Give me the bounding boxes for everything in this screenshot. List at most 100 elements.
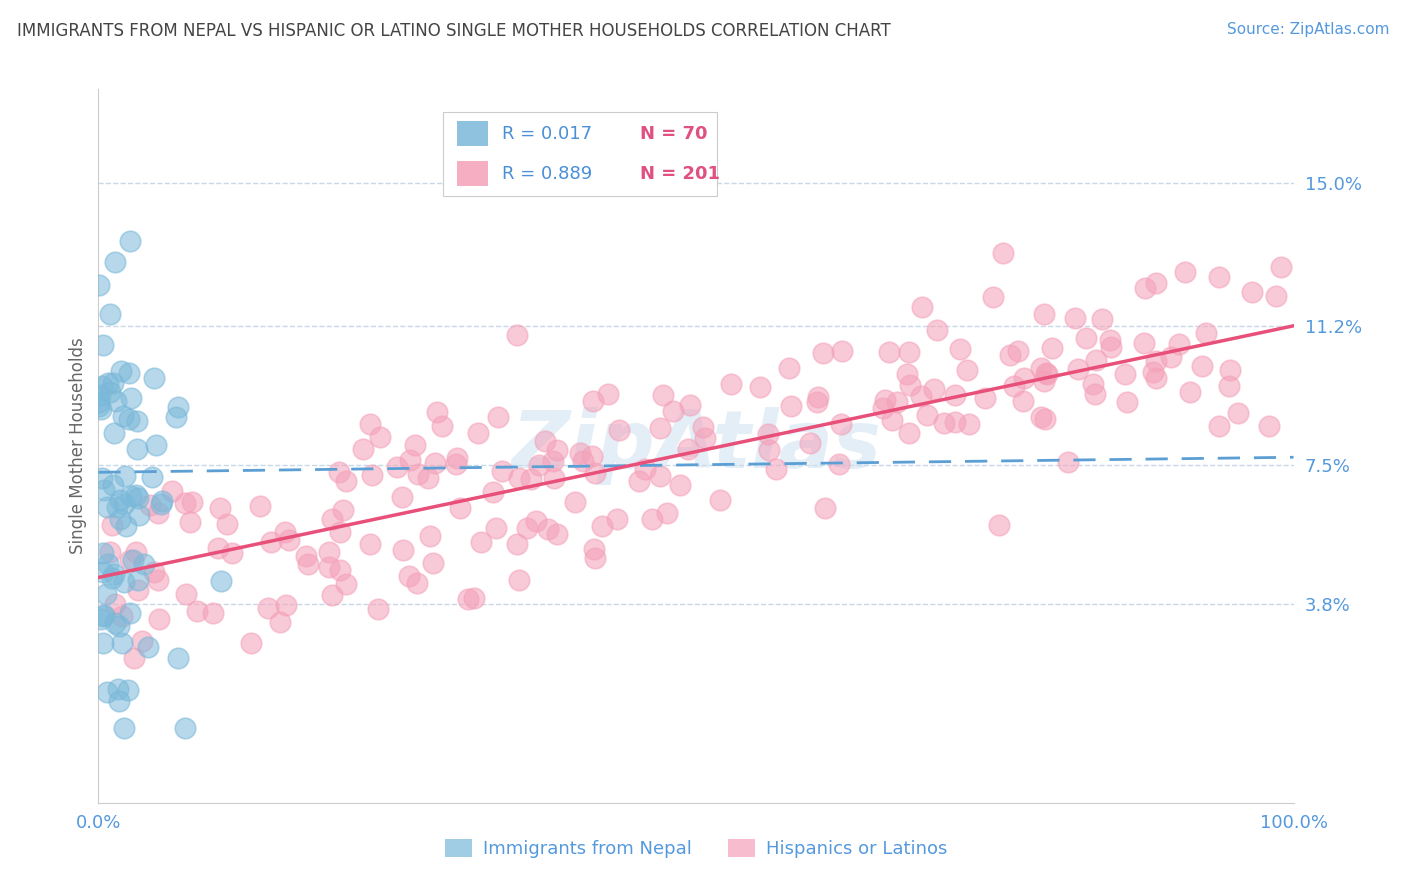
Point — [125, 488, 148, 502]
Point — [524, 514, 547, 528]
Point — [1074, 331, 1097, 345]
Point — [1191, 359, 1213, 373]
Point — [1033, 374, 1056, 388]
Point — [114, 468, 136, 483]
Point — [207, 541, 229, 555]
Point — [87, 400, 110, 414]
Point — [328, 465, 350, 479]
Point — [127, 573, 149, 587]
Point — [924, 382, 946, 396]
Point — [564, 495, 586, 509]
Point — [582, 542, 605, 557]
Point — [367, 602, 389, 616]
Point — [335, 576, 357, 591]
Text: N = 201: N = 201 — [640, 165, 720, 183]
Point — [778, 361, 800, 376]
Point — [104, 597, 127, 611]
Point — [1144, 354, 1167, 368]
Point — [679, 398, 702, 412]
Point — [105, 500, 128, 514]
Point — [1056, 455, 1078, 469]
Point — [641, 512, 664, 526]
Point — [1227, 406, 1250, 420]
Point — [122, 650, 145, 665]
Point — [352, 442, 374, 456]
Point — [780, 399, 803, 413]
Point — [470, 534, 492, 549]
Point — [297, 557, 319, 571]
Point — [485, 521, 508, 535]
Point — [1133, 281, 1156, 295]
Point — [104, 616, 127, 631]
Point — [103, 567, 125, 582]
Point — [572, 454, 595, 468]
Point — [486, 410, 509, 425]
Point — [943, 388, 966, 402]
Point — [609, 423, 631, 437]
Point — [112, 574, 135, 589]
Point — [131, 633, 153, 648]
Point — [998, 349, 1021, 363]
Point — [668, 478, 690, 492]
Point — [1091, 312, 1114, 326]
Point — [422, 556, 444, 570]
Point — [537, 523, 560, 537]
Point — [277, 533, 299, 548]
Point — [830, 417, 852, 431]
Point — [96, 685, 118, 699]
Point — [1040, 341, 1063, 355]
Point — [103, 425, 125, 440]
Point — [1084, 353, 1107, 368]
Point — [97, 558, 120, 572]
Point — [142, 565, 165, 579]
Point — [482, 485, 505, 500]
Point — [273, 524, 295, 539]
Point — [813, 346, 835, 360]
Point — [398, 569, 420, 583]
Text: Source: ZipAtlas.com: Source: ZipAtlas.com — [1226, 22, 1389, 37]
Point — [949, 342, 972, 356]
Point — [529, 458, 551, 472]
Point — [132, 558, 155, 572]
Point — [100, 545, 122, 559]
Point — [581, 449, 603, 463]
Point — [1241, 285, 1264, 300]
Point — [1160, 351, 1182, 365]
Point — [108, 511, 131, 525]
Point — [146, 506, 169, 520]
Point — [506, 537, 529, 551]
Point — [145, 438, 167, 452]
Point — [103, 376, 125, 390]
Point — [957, 417, 980, 431]
Point — [274, 599, 297, 613]
Y-axis label: Single Mother Households: Single Mother Households — [69, 338, 87, 554]
Point — [756, 427, 779, 442]
Point — [749, 380, 772, 394]
Point — [1029, 361, 1052, 376]
Point — [873, 392, 896, 407]
Point — [318, 560, 340, 574]
Point — [508, 573, 530, 587]
Point — [141, 470, 163, 484]
Point — [568, 446, 591, 460]
Point — [139, 499, 162, 513]
Point — [91, 379, 114, 393]
Point — [1114, 367, 1136, 381]
Point — [329, 525, 352, 540]
Point — [655, 506, 678, 520]
Point — [765, 461, 787, 475]
Point — [898, 426, 921, 441]
Point — [87, 278, 110, 293]
Point — [806, 394, 828, 409]
Point — [174, 587, 197, 601]
Point — [934, 416, 956, 430]
Point — [915, 409, 938, 423]
Point — [541, 453, 564, 467]
Point — [127, 491, 149, 505]
Point — [758, 442, 780, 457]
Point — [91, 337, 114, 351]
Point — [335, 475, 357, 489]
Point — [260, 535, 283, 549]
Point — [111, 636, 134, 650]
Point — [1144, 276, 1167, 290]
